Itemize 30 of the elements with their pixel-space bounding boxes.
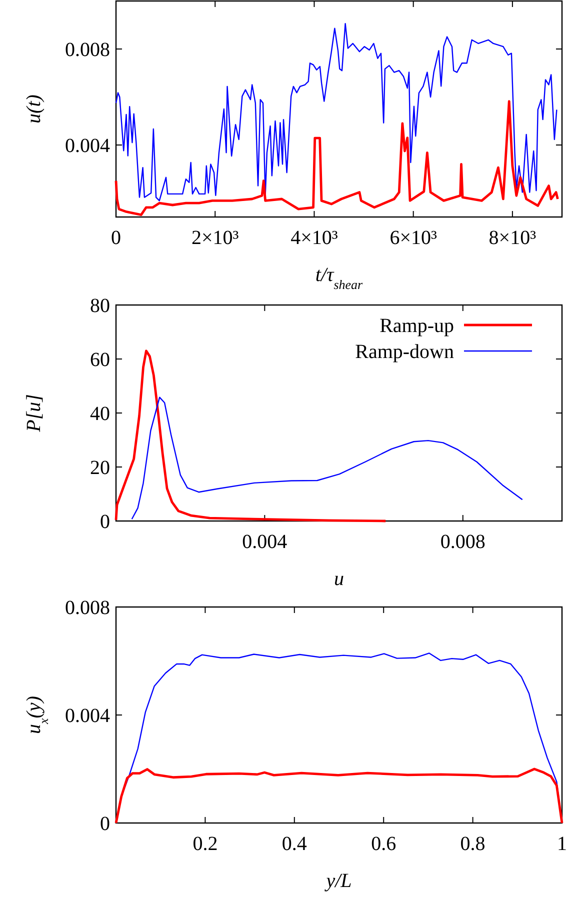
y-axis-title: P[u] — [23, 394, 45, 433]
y-tick-label: 0 — [100, 511, 110, 533]
x-tick-label: 8×10³ — [488, 227, 536, 249]
y-tick-label: 20 — [90, 457, 110, 479]
x-axis-title: y/L — [324, 870, 352, 892]
line-series — [115, 22, 558, 202]
y-axis-title: u(t) — [23, 94, 45, 124]
legend-label: Ramp-down — [355, 341, 454, 363]
x-tick-label: 2×10³ — [191, 227, 239, 249]
x-tick-label: 0.8 — [460, 833, 486, 855]
x-tick-label: 6×10³ — [390, 227, 437, 249]
y-tick-label: 0.008 — [65, 39, 110, 61]
y-tick-label: 0.004 — [65, 705, 110, 727]
line-series — [114, 100, 559, 216]
x-tick-label: 0.4 — [282, 833, 307, 855]
x-tick-label: 0.6 — [371, 833, 396, 855]
x-tick-label: 0.2 — [192, 833, 218, 855]
x-tick-label: 1 — [557, 833, 567, 855]
line-series — [114, 768, 564, 824]
y-tick-label: 0.008 — [65, 597, 110, 619]
y-tick-label: 60 — [90, 349, 110, 371]
x-axis-title: t/τ$_{shear}$ — [315, 264, 364, 292]
x-tick-label: 4×10³ — [290, 227, 338, 249]
y-tick-label: 80 — [90, 295, 110, 317]
y-tick-label: 0 — [100, 813, 110, 835]
y-tick-label: 40 — [90, 403, 110, 425]
y-tick-label: 0.004 — [65, 135, 110, 157]
line-series — [131, 396, 523, 520]
x-axis-title: u — [334, 568, 344, 590]
legend-label: Ramp-up — [380, 315, 454, 337]
